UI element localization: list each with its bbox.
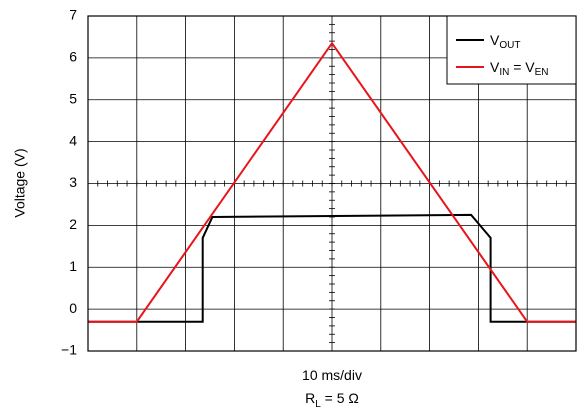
x-axis-title: 10 ms/div xyxy=(302,367,362,383)
caption-rest: = 5 Ω xyxy=(321,390,359,406)
y-tick-label: −1 xyxy=(61,342,77,358)
legend-label-vout: VOUT xyxy=(490,32,520,51)
caption-main: R xyxy=(305,390,315,406)
y-tick-label: 7 xyxy=(69,7,77,23)
legend-vout-sub: OUT xyxy=(499,40,520,51)
series-line-vin xyxy=(88,41,576,323)
legend: VOUT VIN = VEN xyxy=(446,15,577,85)
plot-frame xyxy=(87,15,577,352)
y-axis-title: Voltage (V) xyxy=(12,148,28,217)
caption: RL = 5 Ω xyxy=(305,390,359,408)
caption-sub: L xyxy=(315,399,321,408)
y-tick-label: 2 xyxy=(69,216,77,232)
series-lines xyxy=(88,41,576,323)
series-line-vout xyxy=(88,213,576,323)
y-tick-label: 5 xyxy=(69,90,77,106)
legend-vout-main: V xyxy=(490,32,500,48)
legend-vin-sub: IN xyxy=(499,67,509,78)
legend-label-vin: VIN = VEN xyxy=(490,59,549,78)
y-tick-label: 3 xyxy=(69,174,77,190)
legend-vin-mid: = V xyxy=(509,59,535,75)
legend-box xyxy=(446,15,577,85)
y-tick-label: 6 xyxy=(69,49,77,65)
y-tick-label: 1 xyxy=(69,258,77,274)
legend-vin-sub2: EN xyxy=(535,67,549,78)
y-tick-label: 0 xyxy=(69,300,77,316)
y-tick-labels: 7 6 5 4 3 2 1 0 −1 xyxy=(61,7,77,358)
y-tick-label: 4 xyxy=(69,132,77,148)
legend-vin-main: V xyxy=(490,59,500,75)
